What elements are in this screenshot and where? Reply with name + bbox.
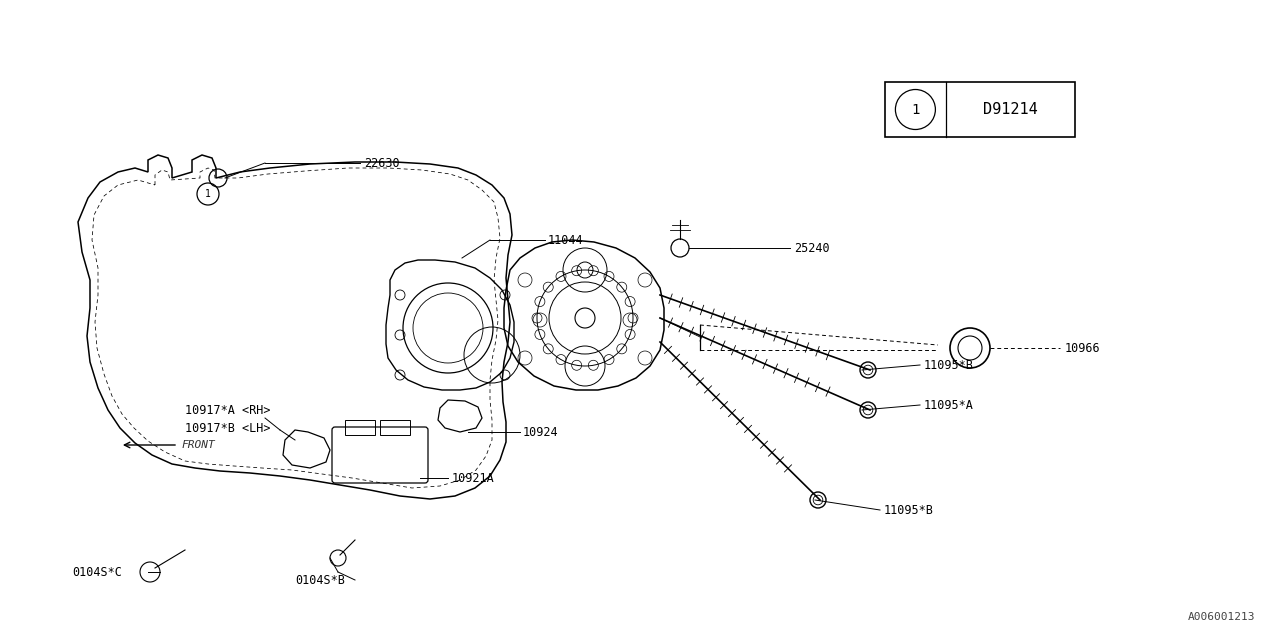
Text: 10921A: 10921A — [452, 472, 495, 484]
Bar — [380, 420, 410, 435]
Text: D91214: D91214 — [983, 102, 1038, 117]
Text: 11044: 11044 — [548, 234, 584, 246]
Text: 1: 1 — [205, 189, 211, 199]
Text: 22630: 22630 — [364, 157, 399, 170]
Text: 0104S*C: 0104S*C — [72, 566, 122, 579]
Text: FRONT: FRONT — [182, 440, 216, 450]
Bar — [346, 420, 375, 435]
Text: 1: 1 — [911, 102, 919, 116]
Bar — [884, 82, 1075, 137]
Text: 10917*A <RH>: 10917*A <RH> — [186, 403, 270, 417]
Text: 11095*B: 11095*B — [924, 358, 974, 371]
Text: 25240: 25240 — [794, 241, 829, 255]
Text: 11095*B: 11095*B — [884, 504, 934, 516]
Text: 11095*A: 11095*A — [924, 399, 974, 412]
Text: 0104S*B: 0104S*B — [294, 573, 344, 586]
Text: A006001213: A006001213 — [1188, 612, 1254, 622]
Text: 10924: 10924 — [524, 426, 558, 438]
Text: 10966: 10966 — [1065, 342, 1101, 355]
Text: 10917*B <LH>: 10917*B <LH> — [186, 422, 270, 435]
